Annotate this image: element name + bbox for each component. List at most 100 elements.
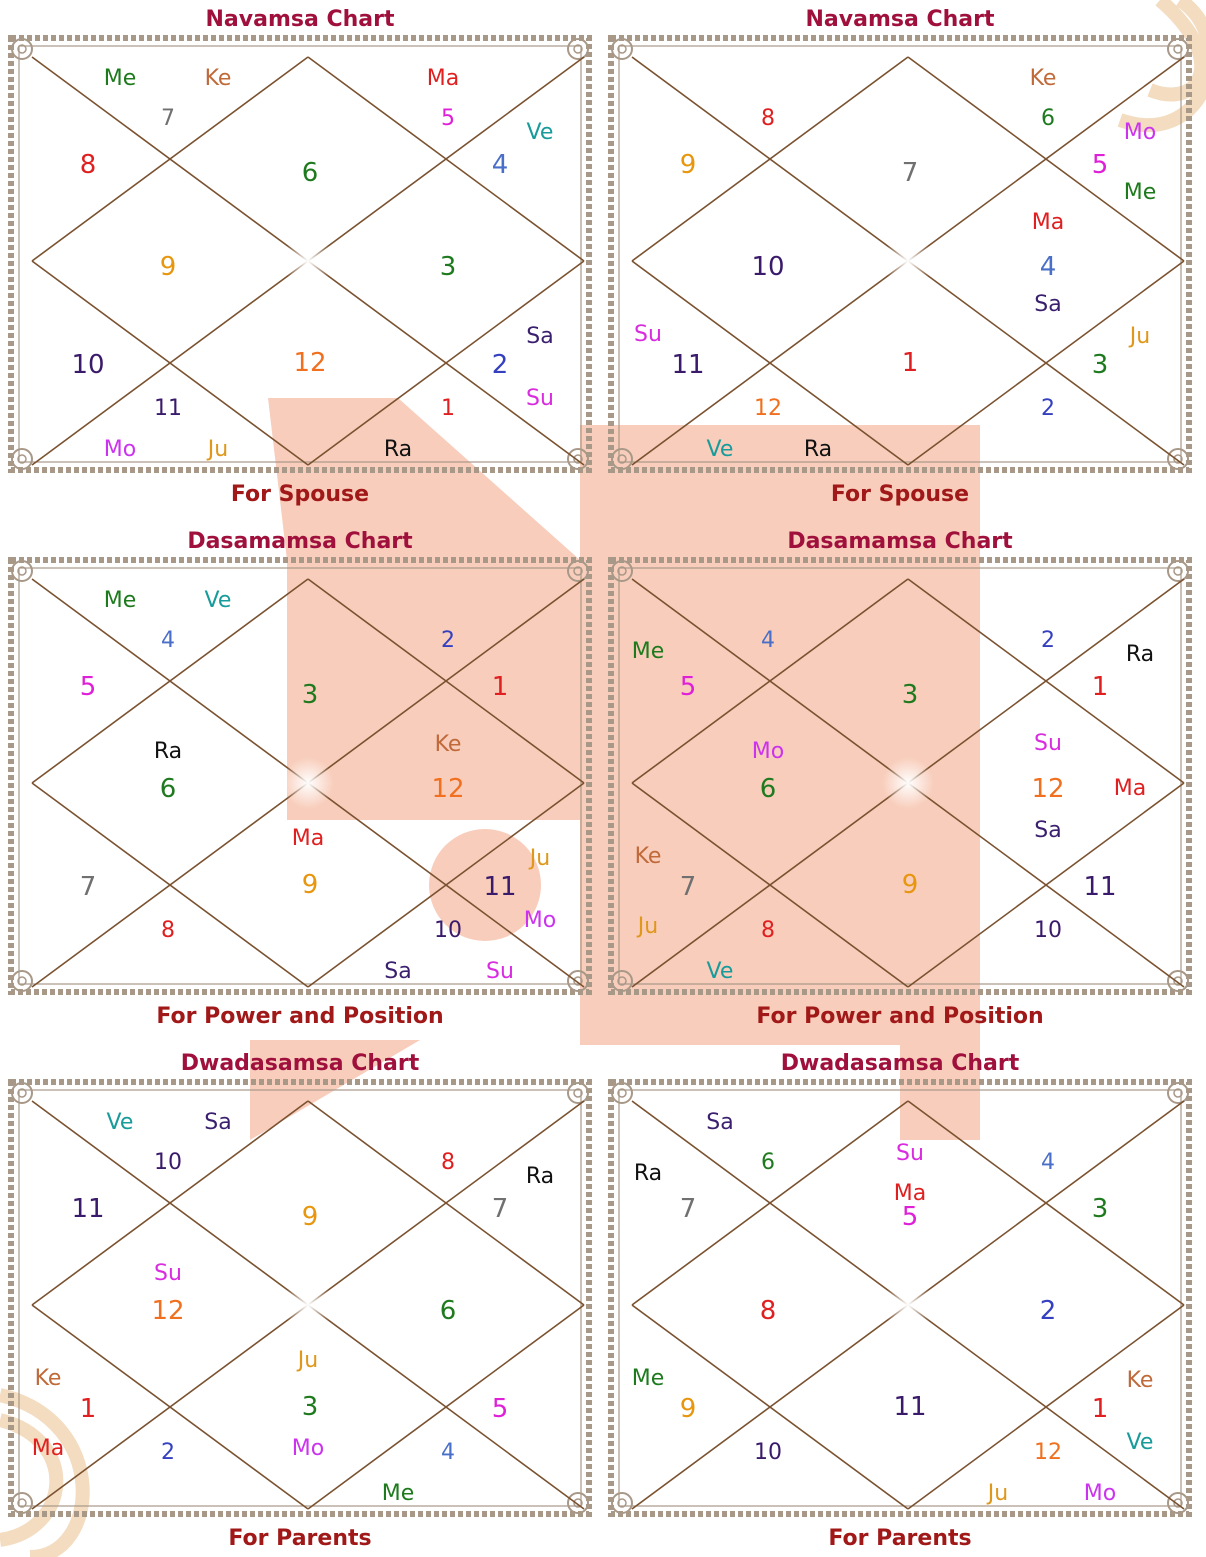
house-number: 1	[491, 672, 509, 702]
house-number: 5	[441, 106, 455, 131]
chart-frame	[8, 1079, 592, 1517]
planet-sa: Sa	[204, 1110, 232, 1135]
house-number: 7	[491, 1194, 509, 1224]
house-number: 1	[1091, 672, 1109, 702]
house-number: 11	[893, 1392, 927, 1422]
house-number: 9	[679, 150, 697, 180]
planet-mo: Mo	[751, 739, 785, 764]
house-number: 6	[1041, 106, 1055, 131]
planet-su: Su	[526, 386, 554, 411]
house-number: 10	[754, 1440, 782, 1465]
planet-ma: Ma	[1113, 776, 1147, 801]
planet-ma: Ma	[426, 66, 460, 91]
chart-title: Dasamamsa Chart	[787, 529, 1013, 554]
house-number: 2	[161, 1440, 175, 1465]
house-number: 7	[161, 106, 175, 131]
north-indian-chart: 9 10 Ve Sa 11 12 Su 1 Ke Ma 2 3 Ju Mo 4 Me 5 6 7 Ra 8	[8, 1079, 592, 1517]
planet-sa: Sa	[526, 324, 554, 349]
house-number: 3	[1091, 350, 1109, 380]
chart-subtitle: For Spouse	[830, 482, 970, 507]
house-number: 4	[1039, 252, 1057, 282]
chart-frame	[8, 557, 592, 995]
house-number: 12	[754, 396, 782, 421]
planet-sa: Sa	[706, 1110, 734, 1135]
house-number: 5	[1091, 150, 1109, 180]
house-number: 8	[161, 918, 175, 943]
house-number: 11	[154, 396, 182, 421]
chart-subtitle: For Power and Position	[156, 1004, 444, 1029]
planet-ke: Ke	[204, 66, 232, 91]
house-number: 2	[491, 350, 509, 380]
chart-title: Navamsa Chart	[205, 7, 395, 32]
house-number: 8	[761, 106, 775, 131]
planet-su: Su	[486, 959, 514, 984]
house-number: 10	[751, 252, 785, 282]
house-number: 4	[161, 628, 175, 653]
house-number: 10	[1034, 918, 1062, 943]
planet-ve: Ve	[706, 959, 734, 984]
house-number: 5	[901, 1202, 919, 1232]
planet-ma: Ma	[893, 1181, 927, 1206]
house-number: 6	[759, 774, 777, 804]
planet-mo: Mo	[1123, 120, 1157, 145]
house-number: 2	[1039, 1296, 1057, 1326]
house-number: 5	[491, 1394, 509, 1424]
house-number: 1	[1091, 1394, 1109, 1424]
house-number: 12	[293, 348, 327, 378]
house-number: 10	[71, 350, 105, 380]
north-indian-chart: 6 7 Me Ke 8 9 10 11 Mo Ju 12 1 Ra 2 Sa Su 3 4 Ve 5 Ma	[8, 35, 592, 473]
planet-ke: Ke	[434, 732, 462, 757]
planet-ma: Ma	[31, 1436, 65, 1461]
planet-ju: Ju	[207, 437, 229, 462]
chart-subtitle: For Power and Position	[756, 1004, 1044, 1029]
chart-frame	[608, 35, 1192, 473]
chart-title: Navamsa Chart	[805, 7, 995, 32]
planet-ju: Ju	[529, 846, 551, 871]
chart-frame	[608, 1079, 1192, 1517]
planet-me: Me	[631, 639, 665, 664]
planet-ke: Ke	[34, 1366, 62, 1391]
chart-subtitle: For Parents	[828, 1526, 972, 1551]
house-number: 9	[301, 1202, 319, 1232]
house-number: 6	[159, 774, 177, 804]
planet-sa: Sa	[384, 959, 412, 984]
house-number: 1	[441, 396, 455, 421]
planet-ve: Ve	[526, 120, 554, 145]
house-number: 3	[901, 680, 919, 710]
house-number: 5	[79, 672, 97, 702]
planet-ju: Ju	[637, 914, 659, 939]
house-number: 2	[441, 628, 455, 653]
house-number: 10	[434, 918, 462, 943]
house-number: 6	[301, 158, 319, 188]
house-number: 4	[1041, 1150, 1055, 1175]
house-number: 11	[71, 1194, 105, 1224]
house-number: 12	[431, 774, 465, 804]
planet-mo: Mo	[291, 1436, 325, 1461]
planet-sa: Sa	[1034, 292, 1062, 317]
planet-ju: Ju	[987, 1481, 1009, 1506]
house-number: 11	[1083, 872, 1117, 902]
planet-ra: Ra	[383, 437, 413, 462]
house-number: 3	[301, 1392, 319, 1422]
house-number: 6	[761, 1150, 775, 1175]
house-number: 7	[679, 872, 697, 902]
planet-sa: Sa	[1034, 818, 1062, 843]
planet-ma: Ma	[291, 826, 325, 851]
planet-ra: Ra	[803, 437, 833, 462]
planet-ra: Ra	[1125, 642, 1155, 667]
planet-su: Su	[634, 322, 662, 347]
planet-me: Me	[103, 588, 137, 613]
house-number: 8	[759, 1296, 777, 1326]
chart-frame	[608, 557, 1192, 995]
planet-mo: Mo	[1083, 1481, 1117, 1506]
house-number: 12	[1034, 1440, 1062, 1465]
house-number: 6	[439, 1296, 457, 1326]
planet-me: Me	[1123, 180, 1157, 205]
planet-ve: Ve	[106, 1110, 134, 1135]
planet-ra: Ra	[633, 1161, 663, 1186]
planet-su: Su	[1034, 731, 1062, 756]
planet-ke: Ke	[1126, 1368, 1154, 1393]
house-number: 1	[901, 348, 919, 378]
chart-title: Dasamamsa Chart	[187, 529, 413, 554]
house-number: 9	[159, 252, 177, 282]
